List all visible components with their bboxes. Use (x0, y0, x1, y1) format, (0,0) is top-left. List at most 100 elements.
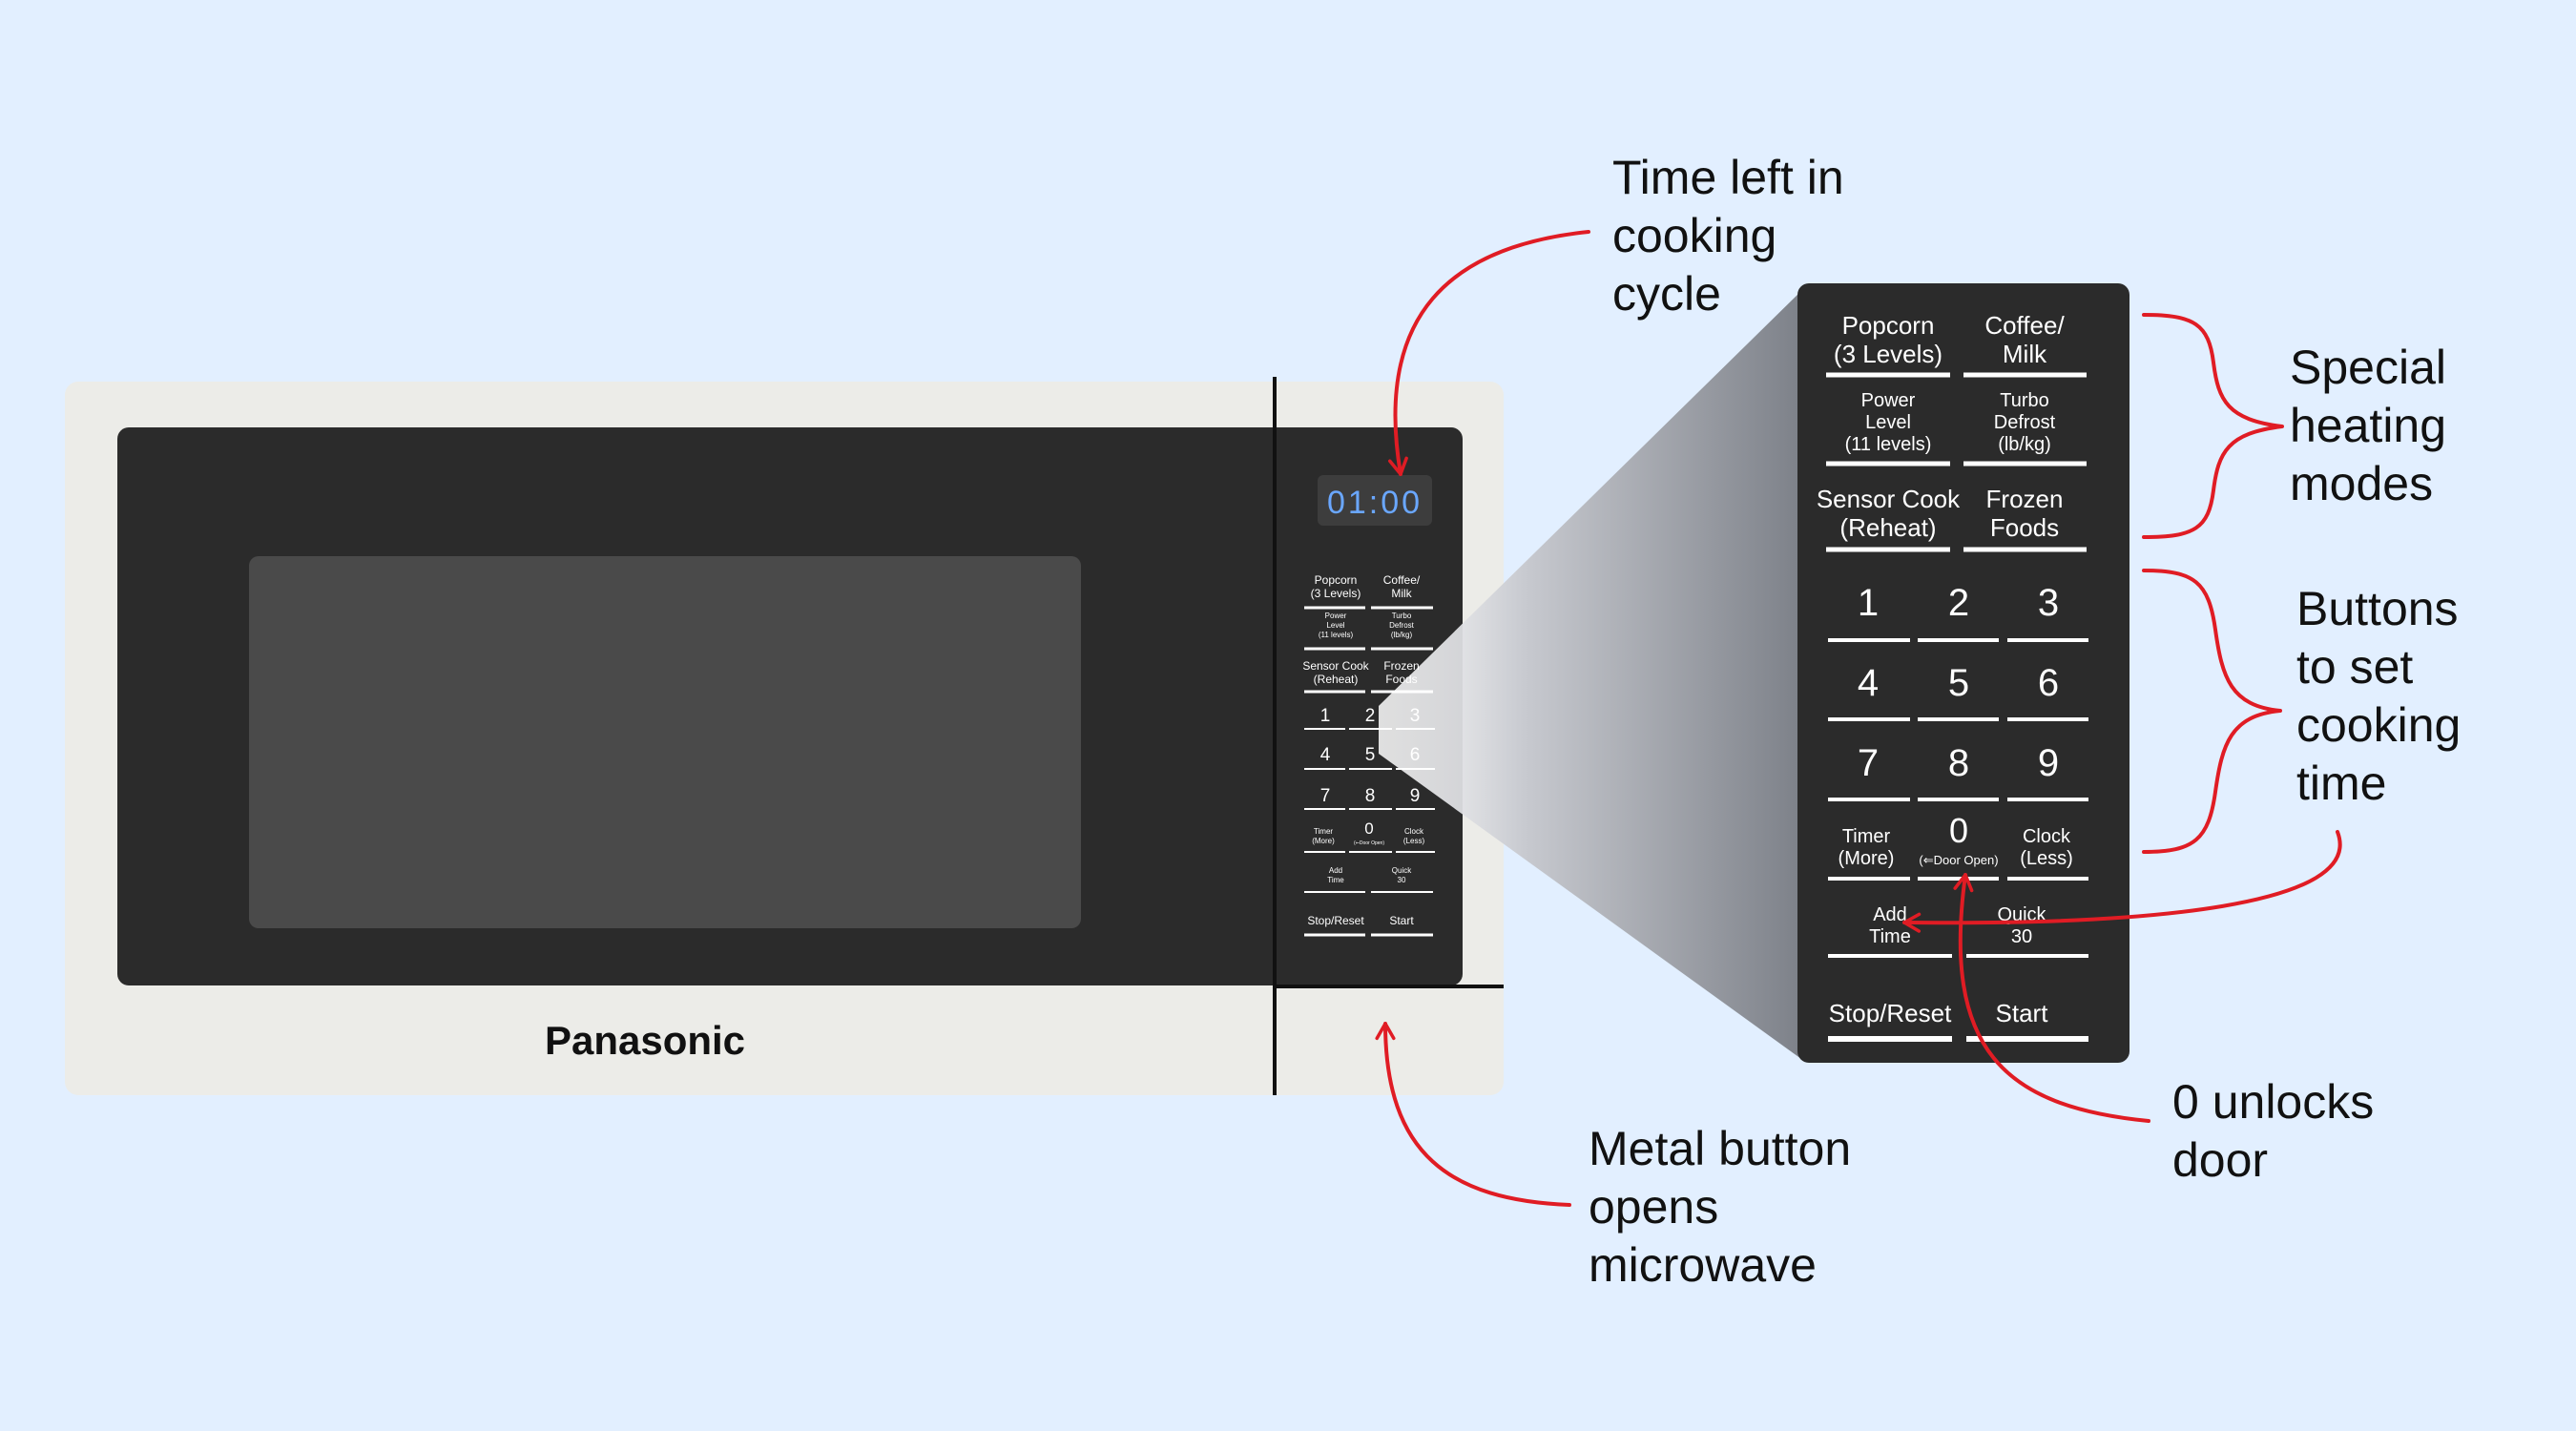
small-digit-4: 4 (1320, 745, 1331, 765)
small-timer-line2: (More) (1312, 837, 1335, 845)
quick30-button-line2[interactable]: 30 (2011, 926, 2032, 947)
coffee-button-line1[interactable]: Coffee/ (1984, 311, 2065, 340)
small-coffee-line1: Coffee/ (1383, 573, 1421, 587)
label-metal-line3: microwave (1589, 1238, 1817, 1292)
small-digit-8: 8 (1365, 786, 1376, 806)
arrow-zero-unlocks (1953, 873, 2150, 1123)
stop-reset-button[interactable]: Stop/Reset (1829, 999, 1952, 1027)
power-button-line3[interactable]: (11 levels) (1845, 434, 1932, 455)
popcorn-button-line2[interactable]: (3 Levels) (1834, 340, 1942, 368)
frozen-button-line1[interactable]: Frozen (1986, 485, 2064, 513)
label-buttons-line3: cooking (2296, 698, 2461, 752)
small-digit-2: 2 (1365, 706, 1376, 726)
label-buttons-line2: to set (2296, 640, 2413, 694)
label-zero-line2: door (2172, 1133, 2268, 1187)
small-turbo-line3: (lb/kg) (1391, 631, 1413, 639)
small-quick-line2: 30 (1398, 876, 1406, 884)
sensor-button-line2[interactable]: (Reheat) (1839, 513, 1936, 542)
magnified-keypad-panel (1797, 283, 2129, 1063)
small-keypad: Popcorn (3 Levels) Coffee/ Milk Power Le… (1302, 573, 1435, 937)
zero-button-sub: (⇐Door Open) (1919, 853, 1998, 867)
turbo-button-line1[interactable]: Turbo (2000, 390, 2049, 411)
turbo-button-line2[interactable]: Defrost (1994, 412, 2056, 433)
small-frozen-line1: Frozen (1383, 659, 1419, 673)
power-button-line2[interactable]: Level (1865, 412, 1911, 433)
add-time-button-line2[interactable]: Time (1869, 926, 1911, 947)
digit-5-button[interactable]: 5 (1948, 662, 1969, 704)
magnified-keypad: Popcorn (3 Levels) Coffee/ Milk Power Le… (1817, 311, 2088, 1042)
label-time-left-line1: Time left in (1612, 151, 1844, 204)
frozen-button-line2[interactable]: Foods (1990, 513, 2059, 542)
small-quick-line1: Quick (1392, 866, 1412, 875)
digit-7-button[interactable]: 7 (1858, 742, 1879, 784)
small-start: Start (1389, 914, 1414, 927)
small-turbo-line1: Turbo (1392, 612, 1412, 620)
label-buttons-line4: time (2296, 757, 2386, 810)
digit-2-button[interactable]: 2 (1948, 582, 1969, 624)
display-time: 01:00 (1327, 485, 1423, 521)
label-time-left-line2: cooking (1612, 209, 1776, 262)
small-timer-line1: Timer (1314, 827, 1333, 836)
brace-cooking-time (2142, 569, 2282, 854)
digit-4-button[interactable]: 4 (1858, 662, 1879, 704)
small-zero-sub: (⇐Door Open) (1354, 840, 1384, 846)
small-power-line3: (11 levels) (1319, 631, 1354, 639)
label-special-line2: heating (2290, 399, 2446, 452)
brace-special-modes (2142, 313, 2284, 539)
small-power-line1: Power (1325, 612, 1347, 620)
small-addtime-line1: Add (1329, 866, 1342, 875)
small-digit-3: 3 (1410, 706, 1421, 726)
label-buttons-line1: Buttons (2296, 582, 2459, 635)
small-sensor-line1: Sensor Cook (1302, 659, 1369, 673)
digit-9-button[interactable]: 9 (2038, 742, 2059, 784)
coffee-button-line2[interactable]: Milk (2003, 340, 2047, 368)
small-popcorn-line2: (3 Levels) (1311, 587, 1361, 600)
clock-button-line2[interactable]: (Less) (2020, 848, 2073, 869)
small-clock-line2: (Less) (1403, 837, 1425, 845)
arrow-add-time (1902, 830, 2342, 933)
small-power-line2: Level (1326, 621, 1344, 630)
power-button-line1[interactable]: Power (1861, 390, 1916, 411)
small-digit-5: 5 (1365, 745, 1376, 765)
label-metal-line1: Metal button (1589, 1122, 1851, 1175)
digit-6-button[interactable]: 6 (2038, 662, 2059, 704)
small-digit-9: 9 (1410, 786, 1421, 806)
label-special-line1: Special (2290, 341, 2446, 394)
time-display (1318, 475, 1432, 526)
arrow-metal-button (1375, 1022, 1571, 1207)
label-zero-line1: 0 unlocks (2172, 1075, 2374, 1129)
small-coffee-line2: Milk (1391, 587, 1412, 600)
small-digit-1: 1 (1320, 706, 1331, 726)
label-time-left-line3: cycle (1612, 267, 1721, 321)
small-digit-6: 6 (1410, 745, 1421, 765)
small-stop-reset: Stop/Reset (1307, 914, 1364, 927)
start-button[interactable]: Start (1996, 999, 2049, 1027)
small-popcorn-line1: Popcorn (1315, 573, 1358, 587)
turbo-button-line3[interactable]: (lb/kg) (1998, 434, 2051, 455)
digit-3-button[interactable]: 3 (2038, 582, 2059, 624)
small-addtime-line2: Time (1327, 876, 1344, 884)
clock-button-line1[interactable]: Clock (2023, 826, 2071, 847)
digit-1-button[interactable]: 1 (1858, 582, 1879, 624)
annotation-labels: Time left in cooking cycle Special heati… (1589, 151, 2461, 1292)
magnifier-beam (1379, 291, 1801, 1059)
timer-button-line1[interactable]: Timer (1842, 826, 1891, 847)
microwave-window (249, 556, 1081, 928)
zero-button-digit[interactable]: 0 (1949, 811, 1968, 850)
small-clock-line1: Clock (1404, 827, 1424, 836)
brand-logo: Panasonic (545, 1018, 745, 1063)
sensor-button-line1[interactable]: Sensor Cook (1817, 485, 1961, 513)
small-frozen-line2: Foods (1385, 673, 1417, 686)
popcorn-button-line1[interactable]: Popcorn (1842, 311, 1935, 340)
label-metal-line2: opens (1589, 1180, 1718, 1234)
add-time-button-line1[interactable]: Add (1873, 904, 1907, 925)
arrow-time-left (1388, 230, 1590, 476)
small-sensor-line2: (Reheat) (1314, 673, 1359, 686)
small-turbo-line2: Defrost (1389, 621, 1415, 630)
small-zero-digit: 0 (1364, 819, 1373, 838)
label-special-line3: modes (2290, 457, 2433, 510)
timer-button-line2[interactable]: (More) (1839, 848, 1895, 869)
digit-8-button[interactable]: 8 (1948, 742, 1969, 784)
small-digit-7: 7 (1320, 786, 1331, 806)
